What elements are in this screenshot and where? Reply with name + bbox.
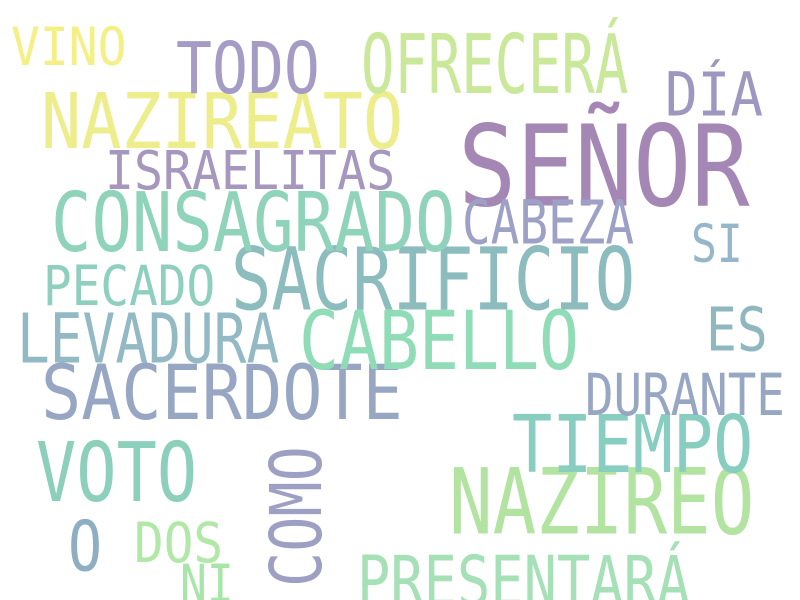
word-vino: VINO — [11, 18, 127, 78]
word-sacrificio: SACRIFICIO — [231, 230, 636, 331]
word-sacerdote: SACERDOTE — [41, 349, 403, 438]
word-o: O — [68, 506, 103, 588]
word-dos: DOS — [134, 510, 224, 575]
word-durante: DURANTE — [585, 361, 785, 429]
word-nazireo: NAZIREO — [449, 450, 755, 556]
word-senor: SEÑOR — [458, 101, 750, 233]
word-ni: NI — [180, 555, 234, 600]
word-dia: DÍA — [665, 60, 764, 131]
word-todo: TODO — [176, 27, 320, 111]
word-israelitas: ISRAELITAS — [105, 138, 396, 202]
word-levadura: LEVADURA — [17, 299, 280, 380]
word-consagrado: CONSAGRADO — [51, 175, 456, 271]
word-nazireato: NAZIREATO — [41, 78, 404, 167]
word-pecado: PECADO — [43, 253, 216, 318]
word-cabello: CABELLO — [299, 294, 580, 389]
word-presentara: PRESENTARÁ — [357, 541, 691, 600]
word-si: SI — [691, 215, 743, 275]
word-cabeza: CABEZA — [462, 188, 635, 259]
word-como: COMO — [255, 446, 339, 587]
word-es: ES — [706, 295, 768, 366]
word-tiempo: TIEMPO — [512, 397, 754, 491]
word-voto: VOTO — [36, 425, 198, 521]
word-ofrecera: OFRECERÁ — [361, 17, 629, 113]
